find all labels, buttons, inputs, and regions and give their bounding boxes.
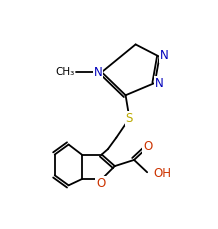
Text: S: S bbox=[126, 112, 133, 125]
Text: N: N bbox=[160, 49, 169, 63]
Text: O: O bbox=[143, 140, 153, 153]
Text: N: N bbox=[155, 77, 164, 90]
Text: N: N bbox=[94, 66, 102, 79]
Text: CH₃: CH₃ bbox=[56, 67, 75, 77]
Text: OH: OH bbox=[153, 167, 171, 180]
Text: O: O bbox=[96, 177, 106, 190]
